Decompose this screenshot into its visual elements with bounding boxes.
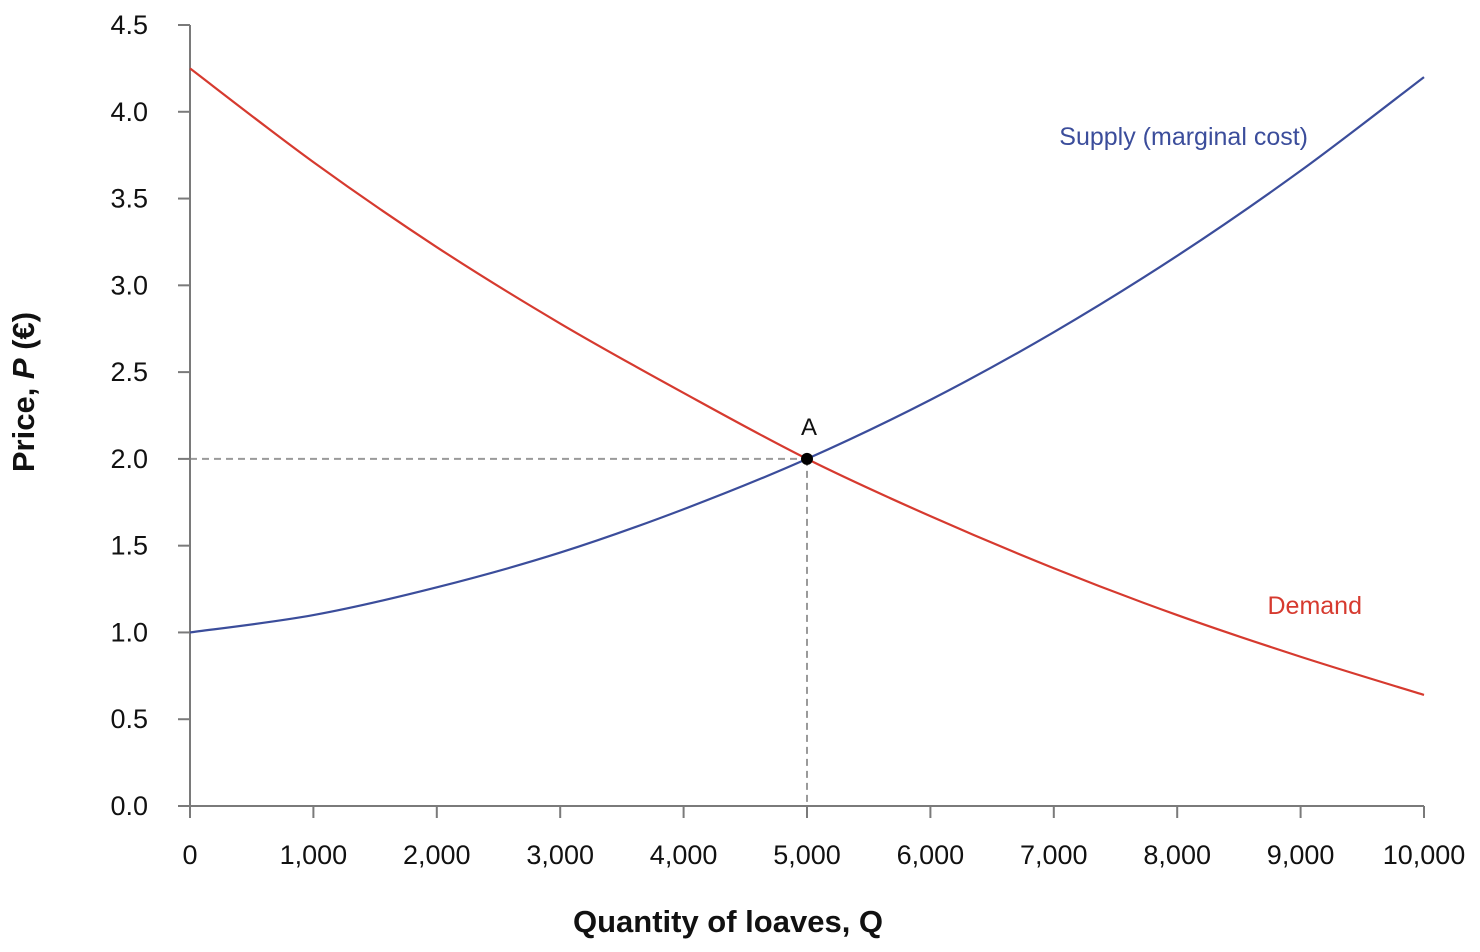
x-axis-title: Quantity of loaves, Q [573,904,883,939]
y-tick-label: 2.0 [110,444,148,474]
y-tick-label: 1.0 [110,617,148,647]
x-tick-label: 8,000 [1143,840,1211,870]
demand-curve-label: Demand [1268,592,1363,620]
y-tick-label: 3.0 [110,270,148,300]
y-axis-title-variable: P [6,358,41,379]
y-axis-title-prefix: Price, [6,379,41,472]
equilibrium-point-label: A [801,414,817,441]
x-tick-label: 5,000 [773,840,841,870]
demand-curve [189,67,1425,696]
x-tick-label: 10,000 [1383,840,1466,870]
y-tick-label: 1.5 [110,531,148,561]
x-tick-label: 1,000 [280,840,348,870]
supply-curve-label: Supply (marginal cost) [1059,123,1308,151]
y-axis-title-suffix: (€) [6,312,41,359]
equilibrium-point [801,452,813,465]
y-tick-label: 4.0 [110,97,148,127]
x-tick-label: 3,000 [526,840,594,870]
y-tick-label: 4.5 [110,10,148,40]
equilibrium-guide-lines [190,457,808,806]
x-tick-label: 2,000 [403,840,471,870]
x-tick-label: 0 [182,840,197,870]
x-tick-label: 9,000 [1267,840,1335,870]
points [801,452,813,465]
x-tick-label: 6,000 [897,840,965,870]
curves [189,67,1425,696]
y-tick-label: 0.5 [110,704,148,734]
y-axis-title: Price, P (€) [6,312,41,472]
y-tick-label: 2.5 [110,357,148,387]
axes: 0.0 0.5 1.0 1.5 2.0 2.5 3.0 3.5 4.0 4.5 0 1,000 2,00… [110,10,1465,870]
y-tick-label: 3.5 [110,184,148,214]
x-tick-label: 4,000 [650,840,718,870]
y-tick-label: 0.0 [110,791,148,821]
labels: Supply (marginal cost) Demand A [801,123,1362,620]
x-tick-label: 7,000 [1020,840,1088,870]
